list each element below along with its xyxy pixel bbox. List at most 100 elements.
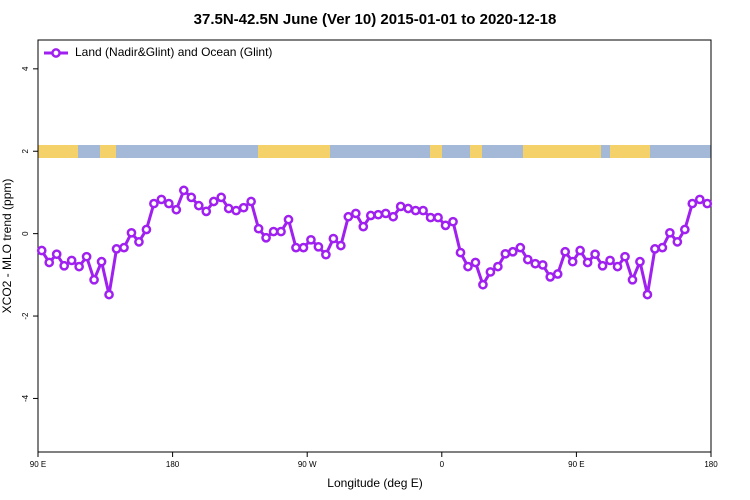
data-point	[388, 211, 399, 222]
data-point	[283, 214, 294, 225]
data-point	[500, 248, 511, 259]
data-point	[597, 260, 608, 271]
data-point	[81, 251, 92, 262]
data-point	[74, 261, 84, 272]
x-tick-label: 180	[166, 460, 180, 469]
data-point	[149, 198, 159, 209]
data-point	[567, 256, 578, 267]
data-point	[336, 240, 346, 251]
x-tick-label: 180	[704, 460, 718, 469]
data-point	[44, 257, 55, 268]
data-point	[448, 216, 458, 227]
data-point	[343, 211, 354, 222]
data-point	[373, 209, 384, 220]
data-point	[201, 206, 212, 217]
data-point	[515, 242, 526, 253]
data-point	[164, 198, 174, 209]
data-point	[96, 256, 107, 267]
data-point	[590, 249, 600, 260]
data-point	[186, 192, 197, 203]
y-tick-label: -4	[21, 394, 30, 402]
data-point	[493, 261, 503, 272]
data-point	[545, 272, 556, 282]
data-point	[665, 227, 675, 238]
data-point	[620, 251, 630, 262]
data-point	[679, 224, 690, 235]
data-point	[156, 194, 167, 205]
data-point	[253, 223, 264, 234]
data-point	[298, 242, 309, 253]
data-point	[119, 242, 129, 253]
data-point	[418, 205, 428, 216]
data-point	[537, 260, 548, 270]
data-point	[126, 227, 137, 238]
data-point	[306, 234, 316, 245]
data-point	[313, 241, 324, 252]
data-point	[59, 260, 70, 271]
data-point	[66, 255, 77, 266]
data-point	[111, 244, 122, 254]
data-point	[261, 232, 271, 243]
x-tick-label: 0	[440, 460, 445, 469]
y-tick-label: 0	[21, 231, 30, 236]
data-point	[89, 274, 99, 285]
data-point	[425, 212, 436, 223]
data-point	[178, 185, 189, 196]
data-point	[291, 242, 301, 253]
data-point	[36, 245, 47, 256]
data-point	[478, 279, 488, 290]
x-axis-label: Longitude (deg E)	[327, 476, 422, 490]
data-point	[365, 210, 376, 221]
data-point	[463, 261, 473, 272]
data-point	[560, 246, 571, 257]
data-point	[193, 200, 204, 211]
data-point	[51, 249, 62, 260]
data-point	[171, 204, 182, 215]
data-point	[507, 246, 518, 257]
data-point	[276, 226, 286, 237]
x-tick-label: 90 W	[298, 460, 317, 469]
data-point	[141, 224, 152, 235]
y-tick-label: 4	[21, 66, 30, 71]
data-point	[650, 244, 660, 254]
data-point	[627, 274, 638, 285]
data-point	[403, 203, 413, 214]
chart-title: 37.5N-42.5N June (Ver 10) 2015-01-01 to …	[194, 11, 557, 28]
data-point	[642, 289, 653, 300]
data-point	[328, 233, 339, 244]
data-point	[433, 212, 443, 223]
plot-frame	[37, 39, 712, 453]
data-point	[104, 289, 114, 300]
land-ocean-strip	[38, 145, 711, 158]
data-point	[455, 247, 466, 258]
data-point	[208, 196, 219, 207]
data-point	[605, 255, 615, 266]
data-point	[552, 269, 563, 279]
data-point	[485, 267, 496, 277]
y-tick-label: -2	[21, 312, 30, 320]
data-point	[687, 198, 698, 209]
x-tick-label: 90 E	[568, 460, 584, 469]
data-point	[635, 256, 645, 267]
y-tick-label: 2	[21, 148, 30, 153]
data-point	[350, 208, 361, 219]
data-point	[216, 192, 227, 203]
data-point	[612, 261, 623, 272]
data-point	[522, 254, 533, 265]
data-point	[694, 194, 705, 205]
x-tick-label: 90 E	[30, 460, 46, 469]
data-point	[530, 258, 541, 269]
y-axis-label: XCO2 - MLO trend (ppm)	[0, 179, 14, 314]
legend-marker	[51, 48, 61, 58]
data-point	[440, 220, 451, 231]
data-point	[358, 221, 369, 232]
data-point	[470, 257, 481, 268]
data-point	[238, 202, 249, 213]
data-point	[134, 237, 144, 247]
data-point	[657, 242, 668, 253]
data-point	[321, 249, 331, 260]
data-point	[223, 203, 234, 214]
data-point	[672, 237, 683, 247]
data-point	[380, 208, 391, 219]
data-point	[410, 205, 421, 216]
